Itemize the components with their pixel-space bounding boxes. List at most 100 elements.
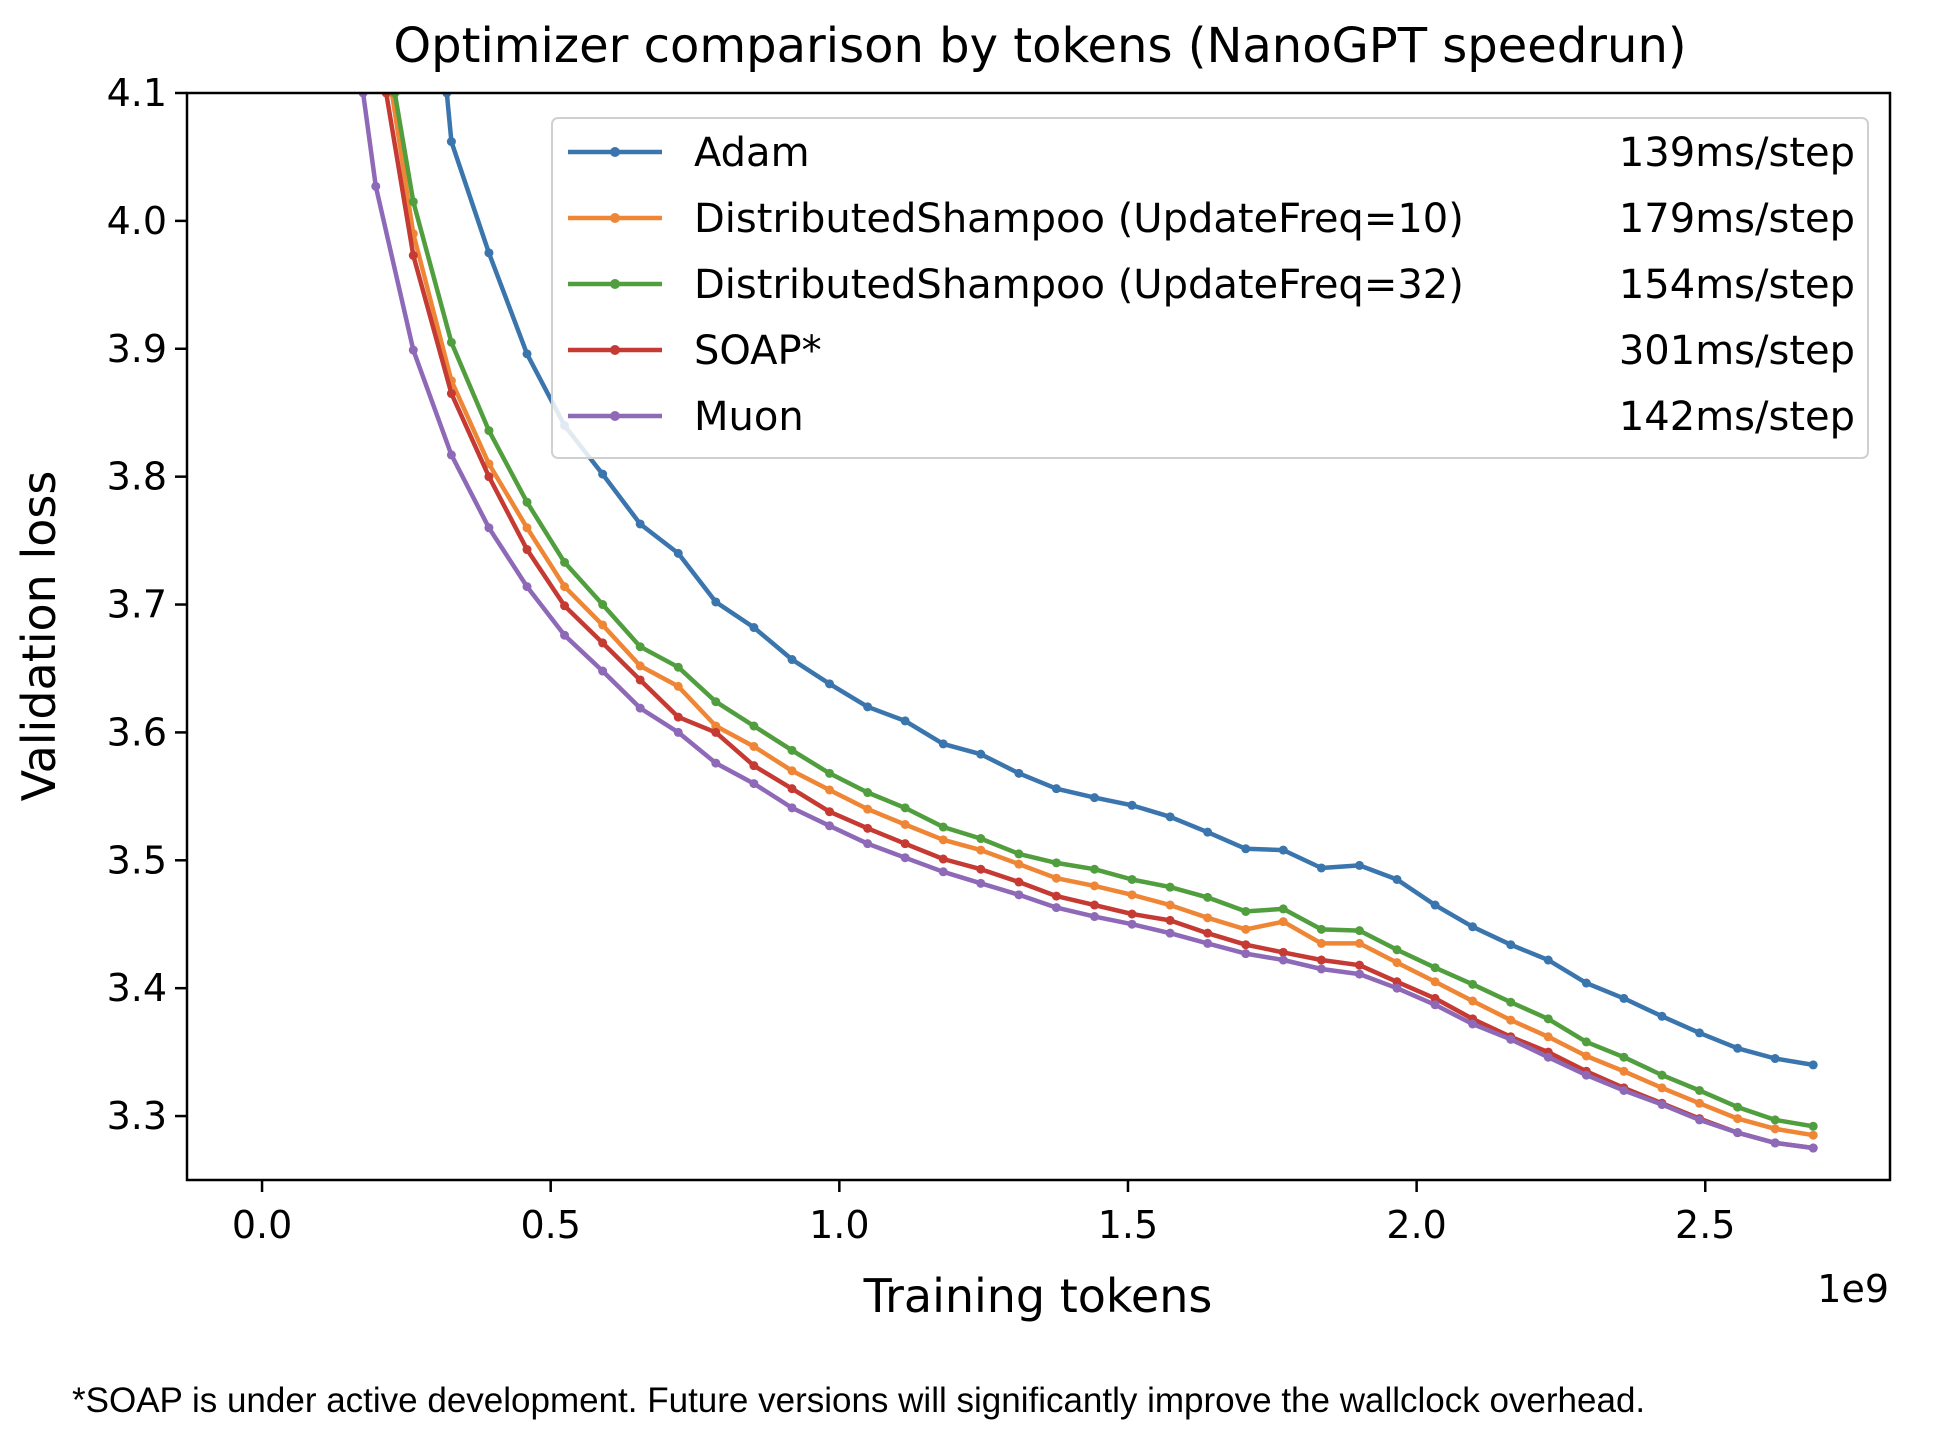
data-point (711, 758, 721, 768)
data-point (1316, 955, 1326, 965)
data-point (976, 864, 986, 874)
legend-label: SOAP* (694, 328, 822, 374)
series-distributedshampoo-updatefreq-32 (390, 93, 1818, 1131)
data-point (863, 839, 873, 849)
data-point (635, 661, 645, 671)
data-point (1127, 909, 1137, 919)
data-point (1316, 964, 1326, 974)
data-point (1051, 891, 1061, 901)
y-tick-label: 3.8 (107, 455, 167, 499)
data-point (900, 839, 910, 849)
data-point (1014, 849, 1024, 859)
data-point (1619, 1085, 1629, 1095)
chart-title: Optimizer comparison by tokens (NanoGPT … (393, 18, 1686, 74)
data-point (1694, 1028, 1704, 1038)
data-point (1203, 938, 1213, 948)
data-point (900, 716, 910, 726)
data-point (900, 803, 910, 813)
data-point (446, 337, 456, 347)
data-point (825, 821, 835, 831)
data-point (598, 600, 608, 610)
legend-label: Muon (694, 394, 804, 440)
y-tick-label: 4.0 (107, 199, 167, 243)
data-point (787, 803, 797, 813)
legend-swatch-marker (610, 345, 620, 355)
data-point (1241, 924, 1251, 934)
data-point (749, 779, 759, 789)
data-point (673, 727, 683, 737)
data-point (1278, 904, 1288, 914)
legend-swatch-marker (610, 147, 620, 157)
data-point (1733, 1114, 1743, 1124)
data-point (1733, 1043, 1743, 1053)
data-point (522, 582, 532, 592)
legend-label: DistributedShampoo (UpdateFreq=10) (694, 196, 1464, 242)
data-point (484, 459, 494, 469)
y-tick-label: 3.3 (107, 1094, 167, 1138)
data-point (1657, 1100, 1667, 1110)
plot-area (185, 91, 1892, 1182)
data-point (938, 822, 948, 832)
data-point (1506, 940, 1516, 950)
data-point (1808, 1130, 1818, 1140)
data-point (522, 497, 532, 507)
data-point (749, 623, 759, 633)
data-point (1770, 1138, 1780, 1148)
data-point (938, 835, 948, 845)
data-point (1278, 955, 1288, 965)
data-point (1203, 913, 1213, 923)
data-point (787, 766, 797, 776)
data-point (598, 666, 608, 676)
data-point (560, 557, 570, 567)
legend-speed: 142ms/step (1619, 394, 1855, 440)
data-point (825, 807, 835, 817)
legend-item: Muon 142ms/step (568, 394, 1855, 440)
legend: Adam 139ms/step DistributedShampoo (Update… (551, 117, 1869, 459)
data-point (560, 630, 570, 640)
data-point (1694, 1098, 1704, 1108)
data-point (673, 681, 683, 691)
data-point (1392, 977, 1402, 987)
data-point (1808, 1060, 1818, 1070)
legend-speed: 139ms/step (1619, 130, 1855, 176)
y-tick-label: 3.4 (107, 966, 167, 1010)
series-line (444, 93, 1816, 1068)
data-point (635, 703, 645, 713)
y-tick-label: 3.5 (107, 838, 167, 882)
data-point (1089, 912, 1099, 922)
y-tick-label: 3.6 (107, 710, 167, 754)
data-point (787, 745, 797, 755)
data-point (1014, 890, 1024, 900)
data-point (1392, 874, 1402, 884)
legend-item: Adam 139ms/step (568, 130, 1855, 176)
data-point (711, 597, 721, 607)
data-point (1657, 1070, 1667, 1080)
data-point (1657, 1083, 1667, 1093)
data-point (938, 867, 948, 877)
data-point (1543, 1014, 1553, 1024)
legend-swatch-marker (610, 279, 620, 289)
data-point (1354, 938, 1364, 948)
data-point (787, 655, 797, 665)
data-point (1014, 877, 1024, 887)
data-point (635, 675, 645, 685)
data-point (1392, 958, 1402, 968)
data-point (598, 638, 608, 648)
footnote: *SOAP is under active development. Futur… (72, 1381, 1645, 1420)
data-point (749, 741, 759, 751)
data-point (1165, 812, 1175, 822)
data-point (711, 697, 721, 707)
data-point (1430, 1000, 1440, 1010)
data-point (1203, 827, 1213, 837)
data-point (1430, 977, 1440, 987)
x-tick-label: 0.0 (232, 1203, 292, 1247)
data-point (1543, 1052, 1553, 1062)
y-tick-label: 3.7 (107, 583, 167, 627)
data-point (446, 389, 456, 399)
data-point (900, 819, 910, 829)
data-point (1354, 969, 1364, 979)
data-point (1051, 903, 1061, 913)
data-point (673, 548, 683, 558)
data-point (787, 784, 797, 794)
